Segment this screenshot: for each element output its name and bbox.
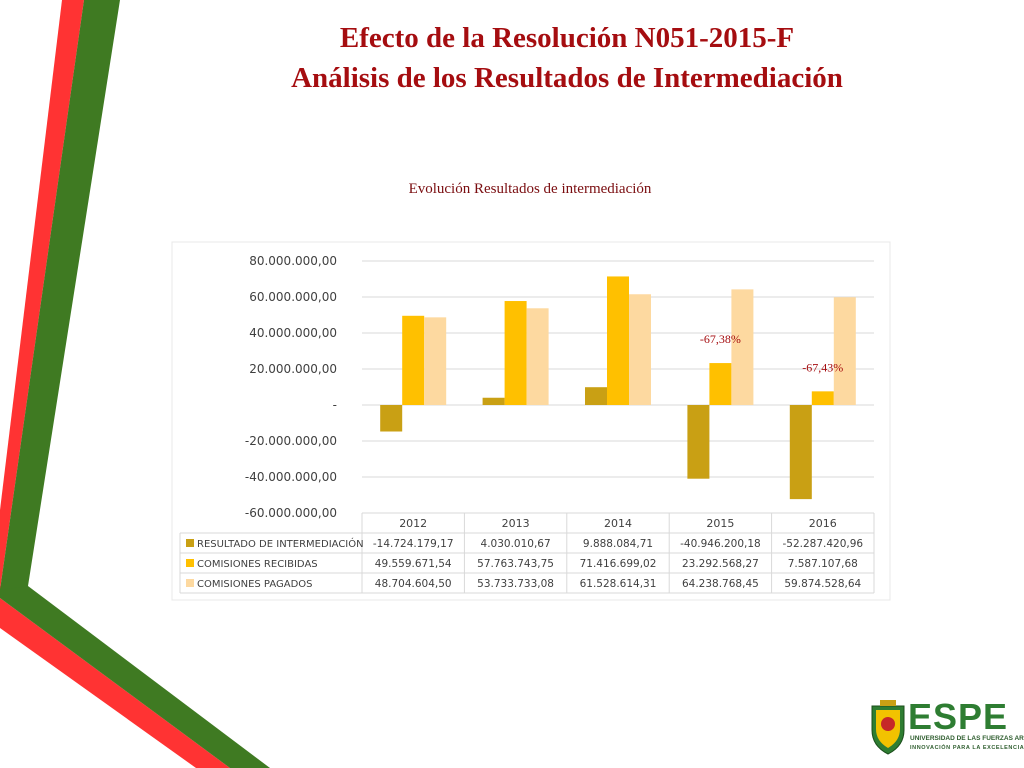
legend-swatch	[186, 559, 194, 567]
y-tick-label: -40.000.000,00	[245, 470, 337, 484]
table-cell: -40.946.200,18	[680, 538, 761, 550]
bar-3-2013	[526, 308, 549, 405]
slide-title-line2: Análisis de los Resultados de Intermedia…	[291, 62, 843, 94]
bar-1-2012	[380, 405, 403, 432]
bar-2-2014	[607, 276, 629, 405]
table-cell: 64.238.768,45	[682, 578, 759, 590]
logo-subtitle: UNIVERSIDAD DE LAS FUERZAS ARMADAS	[910, 735, 1024, 742]
legend-swatch	[186, 539, 194, 547]
table-cell: 71.416.699,02	[580, 558, 657, 570]
category-label: 2015	[706, 517, 734, 530]
bar-1-2015	[687, 405, 710, 479]
legend-label: RESULTADO DE INTERMEDIACIÓN	[197, 537, 364, 550]
legend-label: COMISIONES RECIBIDAS	[197, 559, 318, 570]
annotation-2016: -67,43%	[802, 360, 843, 374]
table-cell: 4.030.010,67	[481, 538, 551, 550]
y-tick-label: -	[333, 398, 337, 412]
table-cell: 59.874.528,64	[784, 578, 861, 590]
table-cell: -52.287.420,96	[782, 538, 863, 550]
y-tick-label: 60.000.000,00	[249, 290, 337, 304]
table-cell: 61.528.614,31	[580, 578, 657, 590]
green-diagonal-stripe	[0, 586, 270, 768]
table-cell: 49.559.671,54	[375, 558, 452, 570]
category-label: 2013	[502, 517, 530, 530]
university-crest-icon	[871, 700, 905, 755]
logo-wordmark: ESPE	[908, 696, 1009, 737]
bar-3-2012	[424, 317, 447, 405]
table-cell: 57.763.743,75	[477, 558, 554, 570]
table-cell: -14.724.179,17	[373, 538, 454, 550]
y-tick-label: 40.000.000,00	[249, 326, 337, 340]
chart-title: Evolución Resultados de intermediación	[408, 181, 652, 197]
bar-1-2014	[585, 387, 607, 405]
legend-swatch	[186, 579, 194, 587]
bar-2-2015	[709, 363, 732, 405]
table-cell: 7.587.107,68	[788, 558, 858, 570]
table-cell: 53.733.733,08	[477, 578, 554, 590]
y-tick-label: 20.000.000,00	[249, 362, 337, 376]
category-label: 2016	[809, 517, 837, 530]
category-label: 2014	[604, 517, 632, 530]
table-cell: 48.704.604,50	[375, 578, 452, 590]
logo-tagline: INNOVACIÓN PARA LA EXCELENCIA	[910, 745, 1024, 751]
table-cell: 23.292.568,27	[682, 558, 759, 570]
annotation-2015: -67,38%	[700, 332, 741, 346]
bar-3-2015	[731, 289, 754, 405]
chart-area	[171, 241, 891, 601]
bar-2-2013	[504, 301, 527, 405]
slide-title-line1: Efecto de la Resolución N051-2015-F	[339, 22, 795, 54]
bar-3-2014	[629, 294, 651, 405]
green-vertical-stripe	[0, 0, 120, 590]
y-tick-label: 80.000.000,00	[249, 254, 337, 268]
legend-label: COMISIONES PAGADOS	[197, 579, 313, 590]
bar-1-2013	[482, 397, 505, 405]
y-tick-label: -60.000.000,00	[245, 506, 337, 520]
bar-2-2016	[811, 391, 834, 405]
bar-2-2012	[402, 315, 425, 405]
y-tick-label: -20.000.000,00	[245, 434, 337, 448]
table-cell: 9.888.084,71	[583, 538, 653, 550]
bar-3-2016	[833, 297, 856, 405]
category-label: 2012	[399, 517, 427, 530]
bar-1-2016	[789, 405, 812, 500]
